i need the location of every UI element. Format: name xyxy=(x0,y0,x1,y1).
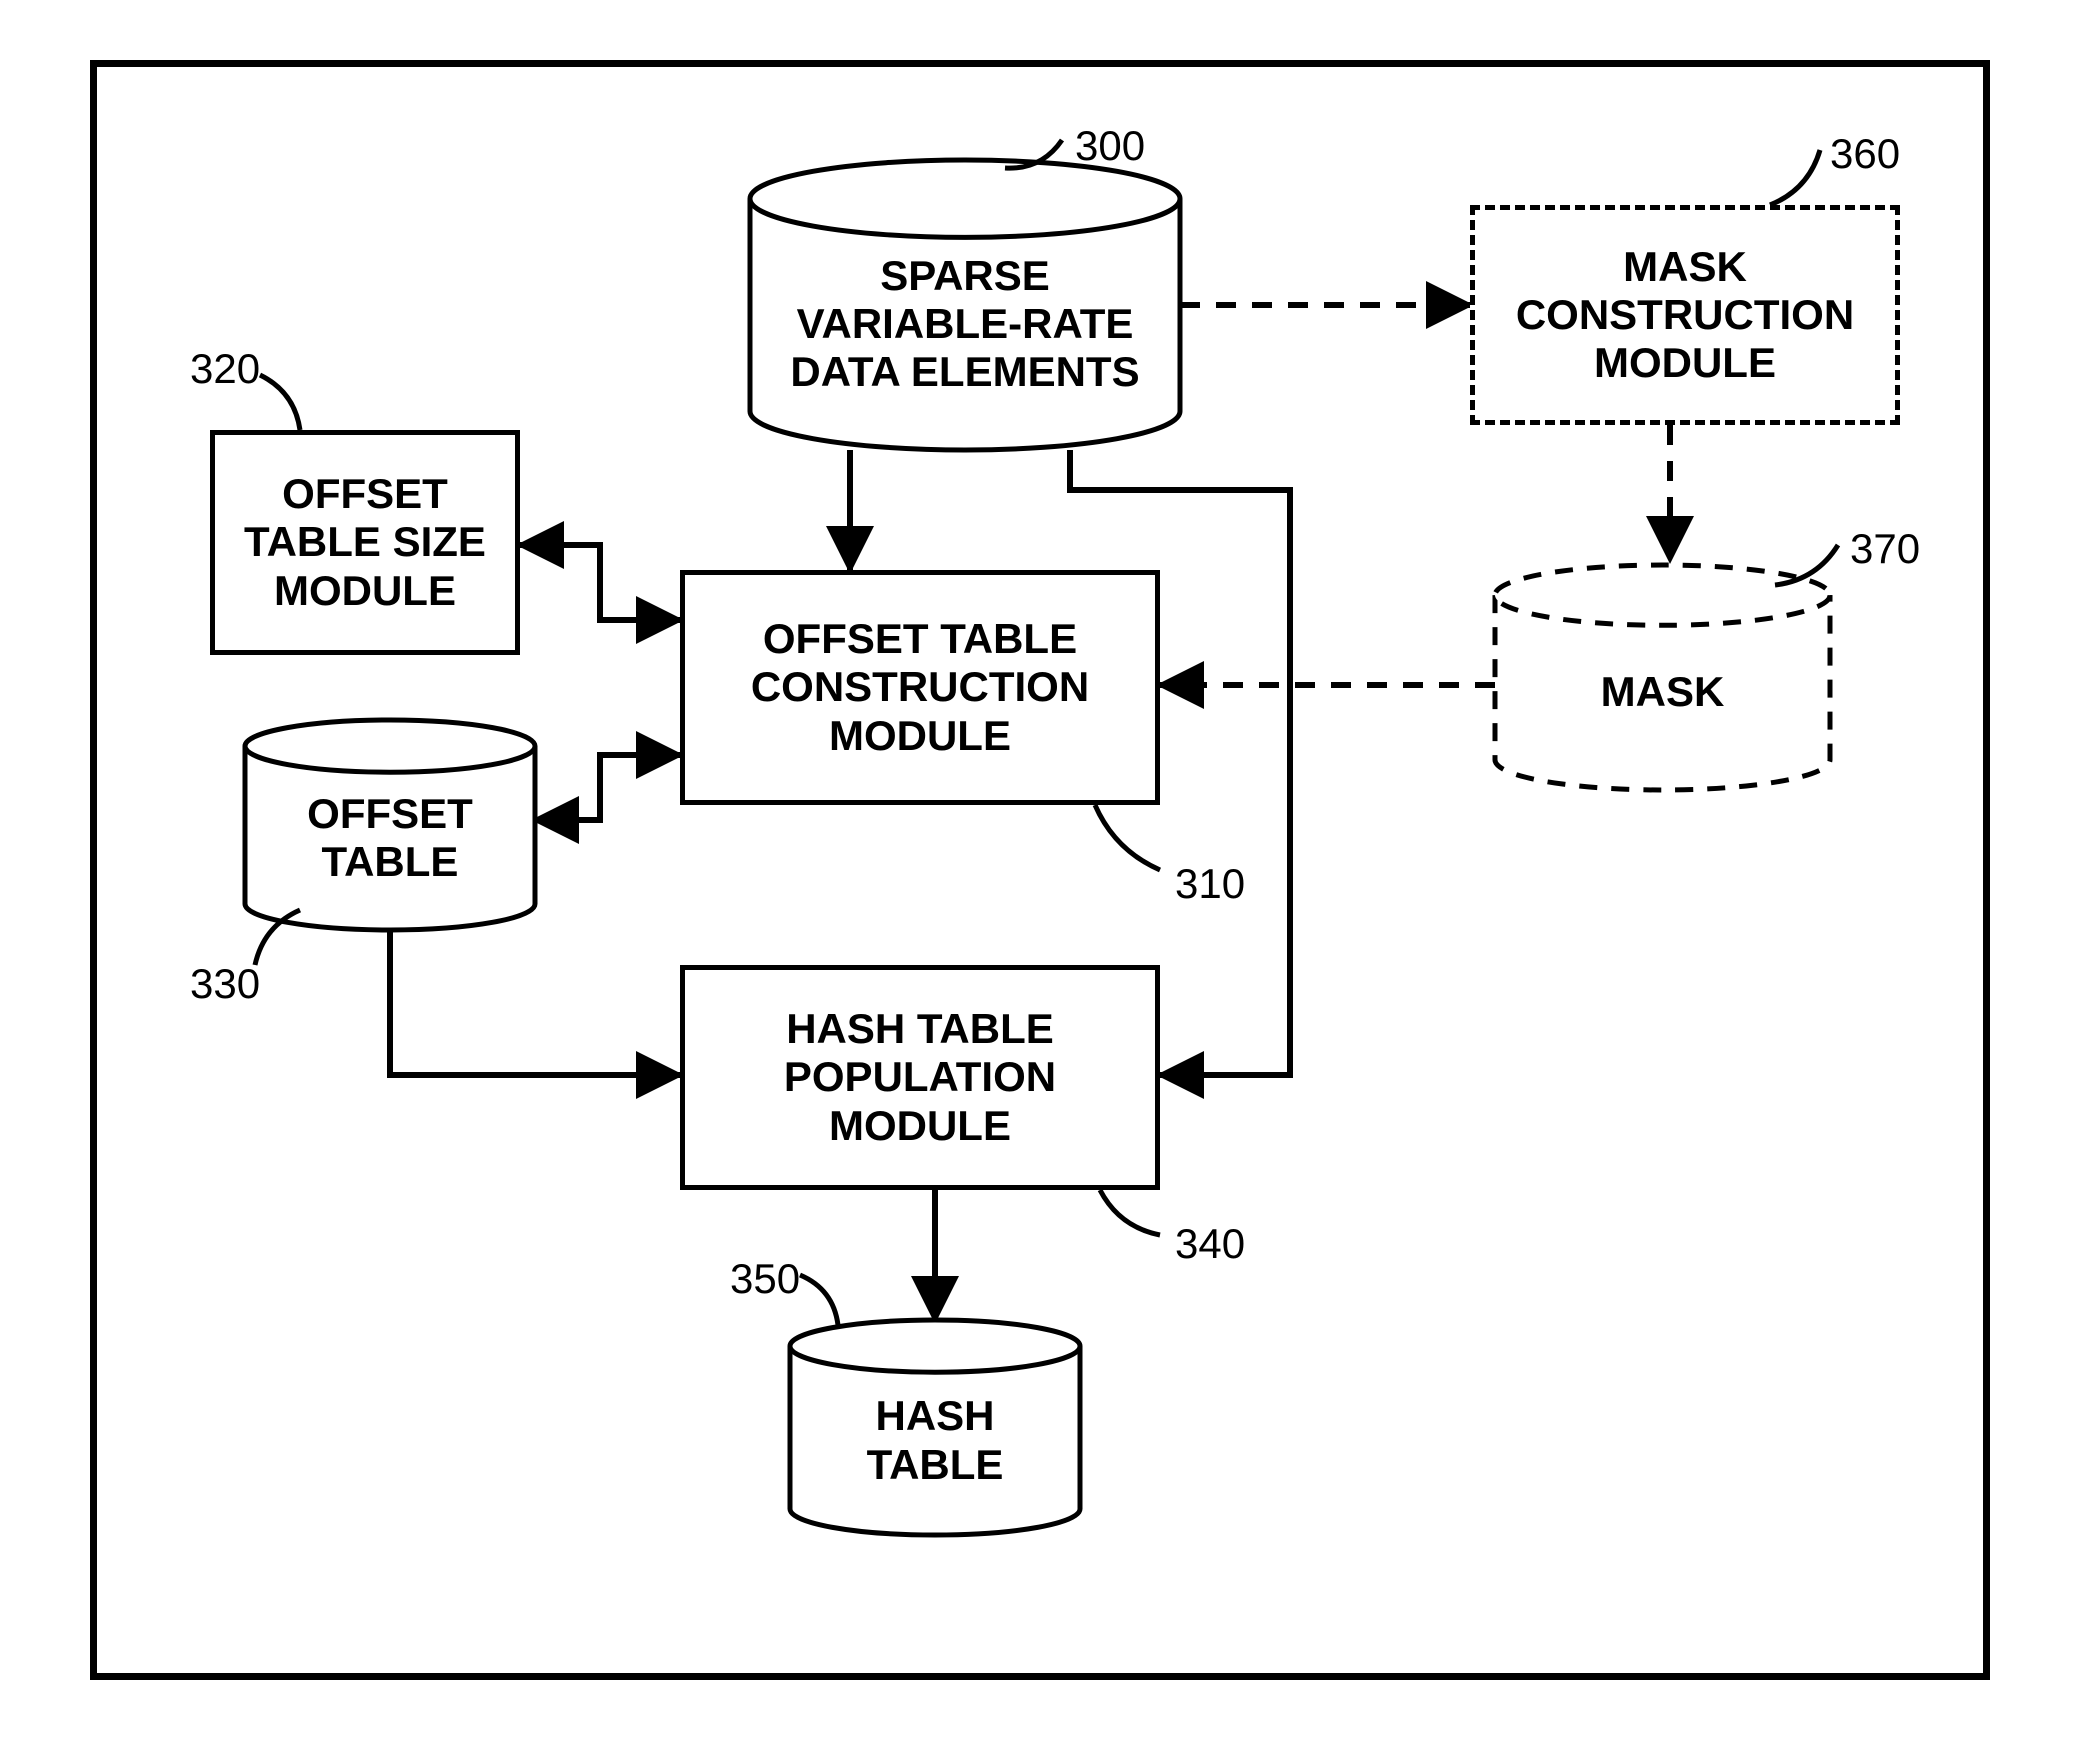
node-n300: SPARSE VARIABLE-RATE DATA ELEMENTS xyxy=(750,199,1180,450)
ref-300: 300 xyxy=(1075,122,1145,170)
node-n320: OFFSET TABLE SIZE MODULE xyxy=(210,430,520,655)
node-n360: MASK CONSTRUCTION MODULE xyxy=(1470,205,1900,425)
node-label: HASH TABLE xyxy=(867,1392,1004,1489)
node-label: MASK CONSTRUCTION MODULE xyxy=(1516,243,1854,388)
node-n370: MASK xyxy=(1495,595,1830,790)
node-n350: HASH TABLE xyxy=(790,1346,1080,1535)
node-label: MASK xyxy=(1601,668,1725,716)
ref-310: 310 xyxy=(1175,860,1245,908)
node-label: OFFSET TABLE xyxy=(307,790,473,887)
node-n310: OFFSET TABLE CONSTRUCTION MODULE xyxy=(680,570,1160,805)
ref-320: 320 xyxy=(190,345,260,393)
node-label: OFFSET TABLE CONSTRUCTION MODULE xyxy=(751,615,1089,760)
ref-350: 350 xyxy=(730,1255,800,1303)
ref-360: 360 xyxy=(1830,130,1900,178)
ref-340: 340 xyxy=(1175,1220,1245,1268)
node-label: OFFSET TABLE SIZE MODULE xyxy=(244,470,486,615)
node-n330: OFFSET TABLE xyxy=(245,746,535,930)
ref-370: 370 xyxy=(1850,525,1920,573)
node-n340: HASH TABLE POPULATION MODULE xyxy=(680,965,1160,1190)
node-label: HASH TABLE POPULATION MODULE xyxy=(784,1005,1056,1150)
node-label: SPARSE VARIABLE-RATE DATA ELEMENTS xyxy=(790,252,1139,397)
ref-330: 330 xyxy=(190,960,260,1008)
